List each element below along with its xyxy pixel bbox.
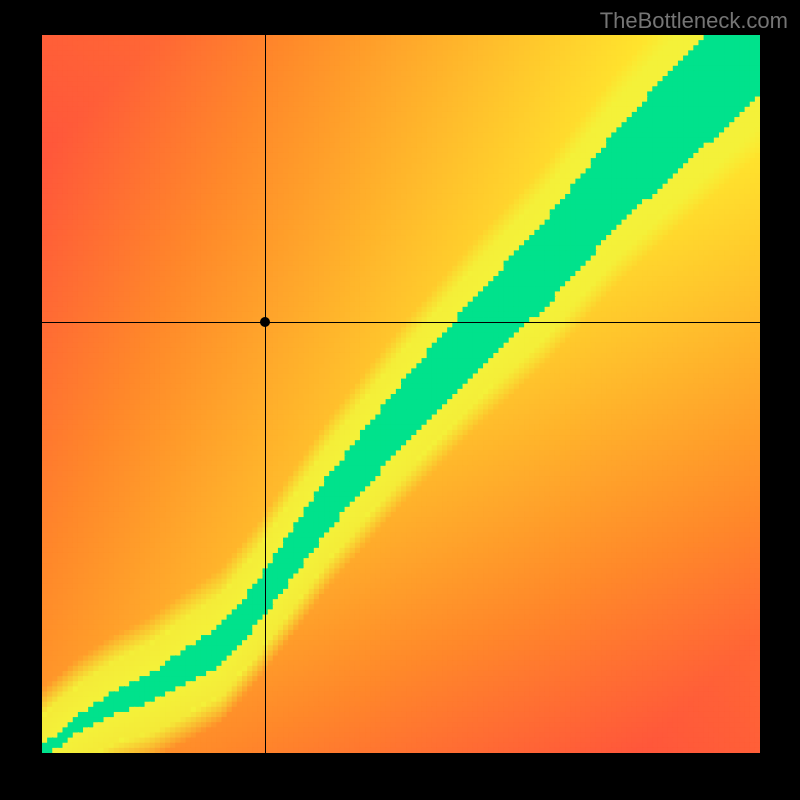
crosshair-horizontal [42,322,760,323]
crosshair-vertical [265,35,266,753]
crosshair-marker [260,317,270,327]
watermark-text: TheBottleneck.com [600,8,788,34]
heatmap-canvas [42,35,760,753]
chart-container: TheBottleneck.com [0,0,800,800]
heatmap-chart [42,35,760,753]
